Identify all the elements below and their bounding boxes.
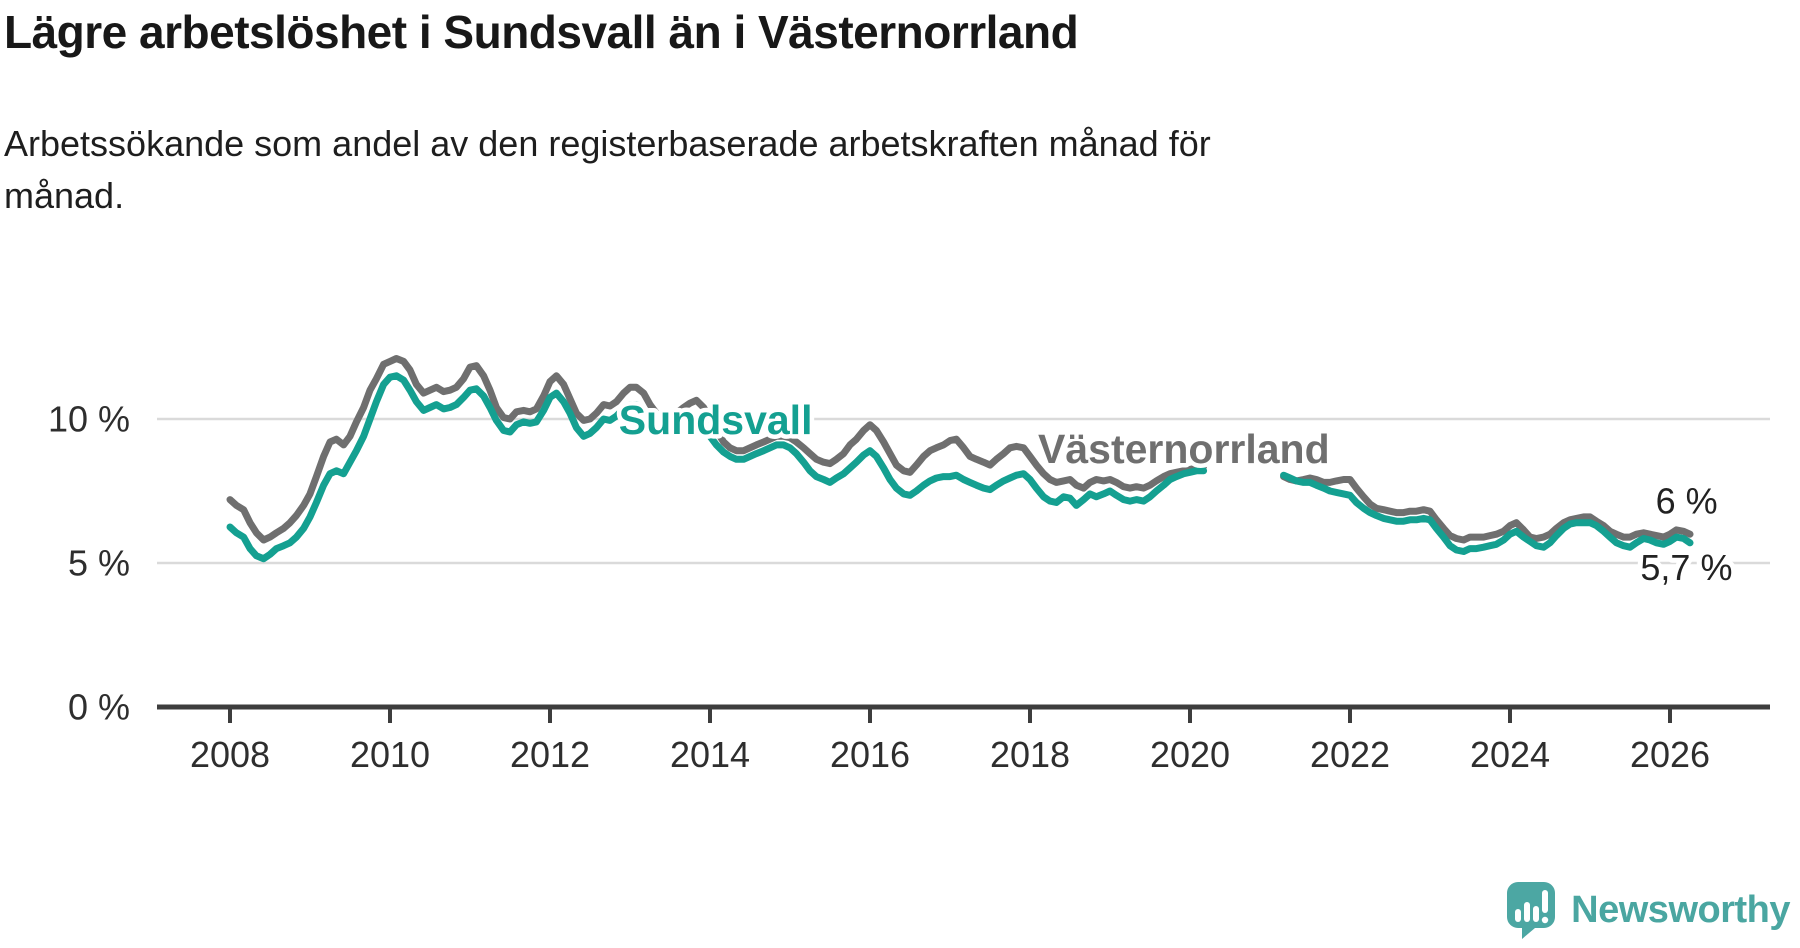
logo-bar-1 <box>1515 909 1522 922</box>
sundsvall-series-label: Sundsvall <box>619 397 813 443</box>
y-axis-label-0pct: 0 % <box>68 687 130 728</box>
x-axis-label-2010: 2010 <box>350 734 430 775</box>
vasternorrland-line <box>226 355 1694 544</box>
x-axis-label-2014: 2014 <box>670 734 750 775</box>
x-axis-label-2008: 2008 <box>190 734 270 775</box>
logo-exclamation-dot <box>1541 916 1549 924</box>
sundsvall-end-value-label: 5,7 % <box>1640 547 1732 588</box>
sundsvall-line <box>226 372 1694 563</box>
vasternorrland-end-value-label: 6 % <box>1656 481 1718 522</box>
x-axis-label-2026: 2026 <box>1630 734 1710 775</box>
vasternorrland-series-label: Västernorrland <box>1038 426 1330 472</box>
x-axis-label-2012: 2012 <box>510 734 590 775</box>
y-axis-label-5pct: 5 % <box>68 543 130 584</box>
x-axis-label-2024: 2024 <box>1470 734 1550 775</box>
newsworthy-logo-icon <box>1507 882 1556 939</box>
logo-bar-3 <box>1533 906 1540 922</box>
newsworthy-logo-text: Newsworthy <box>1571 888 1790 931</box>
logo-exclamation-bar <box>1542 890 1549 913</box>
x-axis-label-2022: 2022 <box>1310 734 1390 775</box>
logo-bar-2 <box>1524 902 1531 922</box>
y-axis-label-10pct: 10 % <box>48 399 130 440</box>
page-subtitle: Arbetssökande som andel av den registerb… <box>4 123 1211 217</box>
page-title: Lägre arbetslöshet i Sundsvall än i Väst… <box>4 6 1079 58</box>
x-axis-label-2020: 2020 <box>1150 734 1230 775</box>
x-axis-label-2018: 2018 <box>990 734 1070 775</box>
x-axis-label-2016: 2016 <box>830 734 910 775</box>
newsworthy-logo: Newsworthy <box>1505 880 1790 940</box>
